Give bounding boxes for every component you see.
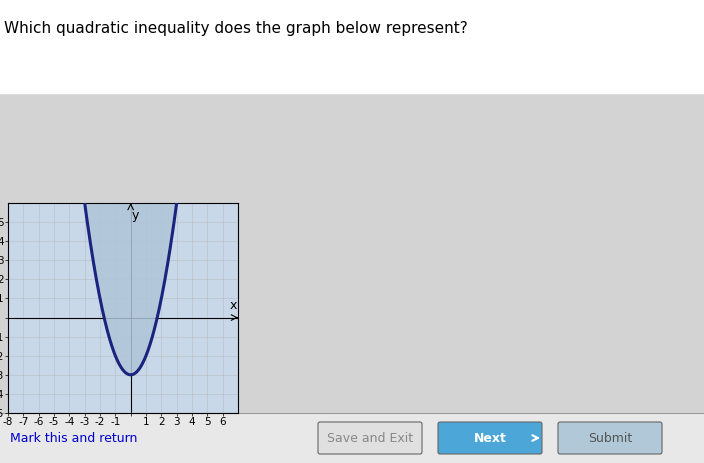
Text: Which quadratic inequality does the graph below represent?: Which quadratic inequality does the grap… <box>4 20 467 36</box>
Text: ≥: ≥ <box>42 209 57 227</box>
Text: 2: 2 <box>64 207 72 220</box>
Text: Submit: Submit <box>588 432 632 444</box>
Text: y: y <box>132 209 139 222</box>
Text: x: x <box>230 299 237 312</box>
Text: x: x <box>55 234 65 252</box>
Text: 2: 2 <box>64 257 72 270</box>
Text: ≤: ≤ <box>42 234 57 252</box>
FancyBboxPatch shape <box>438 422 542 454</box>
Bar <box>0 0 704 93</box>
Text: +3: +3 <box>68 234 94 252</box>
FancyBboxPatch shape <box>318 422 422 454</box>
Text: Mark this and return: Mark this and return <box>10 432 137 444</box>
Text: Next: Next <box>474 432 506 444</box>
FancyBboxPatch shape <box>558 422 662 454</box>
Text: Save and Exit: Save and Exit <box>327 432 413 444</box>
Text: x: x <box>55 259 65 277</box>
Text: x: x <box>55 209 65 227</box>
Text: ≤: ≤ <box>42 259 57 277</box>
Text: y: y <box>32 259 43 277</box>
Bar <box>0 413 704 463</box>
Text: 2: 2 <box>64 232 72 245</box>
Text: -3: -3 <box>68 209 86 227</box>
Bar <box>8 203 238 413</box>
Text: y: y <box>32 234 43 252</box>
Text: -3: -3 <box>68 259 86 277</box>
Text: y: y <box>32 209 43 227</box>
